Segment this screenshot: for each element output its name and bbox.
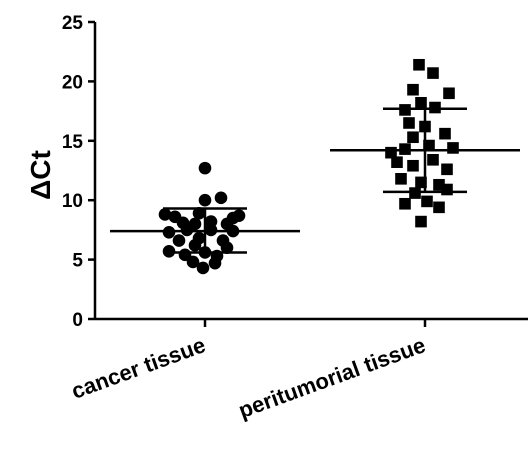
data-point-square xyxy=(441,183,453,196)
data-point-square xyxy=(415,176,427,189)
data-point-circle xyxy=(220,241,234,255)
data-point-square xyxy=(407,83,419,96)
data-point-circle xyxy=(172,234,186,247)
y-tick-label: 10 xyxy=(62,191,83,212)
data-point-circle xyxy=(158,208,172,221)
data-point-circle xyxy=(214,191,228,205)
data-point-square xyxy=(441,163,453,176)
data-points xyxy=(158,58,459,275)
data-point-square xyxy=(421,195,433,208)
data-point-square xyxy=(427,67,439,79)
data-point-square xyxy=(415,215,427,228)
axes xyxy=(93,22,528,321)
data-point-square xyxy=(439,127,451,140)
data-point-square xyxy=(447,142,459,154)
data-point-square xyxy=(427,154,439,166)
data-point-square xyxy=(385,146,397,159)
y-tick-label: 5 xyxy=(72,251,83,272)
data-point-circle xyxy=(196,261,210,275)
data-point-square xyxy=(423,139,435,152)
x-axis-ticks: cancer tissue peritumorial tissue xyxy=(68,319,429,423)
data-point-square xyxy=(403,117,415,129)
y-axis-ticks: 0 5 10 15 20 25 xyxy=(62,13,95,331)
data-point-circle xyxy=(232,209,246,222)
data-point-circle xyxy=(198,161,212,175)
data-point-square xyxy=(407,131,419,144)
x-category-label: peritumorial tissue xyxy=(235,332,429,423)
y-tick-label: 0 xyxy=(72,310,83,331)
y-tick-label: 20 xyxy=(62,72,83,93)
data-point-circle xyxy=(198,193,212,207)
data-point-circle xyxy=(186,255,200,269)
data-point-square xyxy=(391,156,403,168)
data-point-square xyxy=(415,96,427,109)
y-tick-label: 25 xyxy=(62,13,84,34)
data-point-square xyxy=(443,87,455,100)
data-point-square xyxy=(399,197,411,210)
data-point-circle xyxy=(188,239,202,252)
data-point-circle xyxy=(208,256,222,270)
y-tick-label: 15 xyxy=(62,132,84,153)
data-point-square xyxy=(407,159,419,172)
data-point-square xyxy=(395,173,407,185)
data-point-square xyxy=(413,58,425,71)
data-point-square xyxy=(433,178,445,191)
x-category-label: cancer tissue xyxy=(68,332,209,404)
y-axis-title: ΔCt xyxy=(25,150,56,200)
data-point-circle xyxy=(192,206,206,220)
mean-sd-bars xyxy=(110,107,520,254)
data-point-square xyxy=(433,201,445,214)
